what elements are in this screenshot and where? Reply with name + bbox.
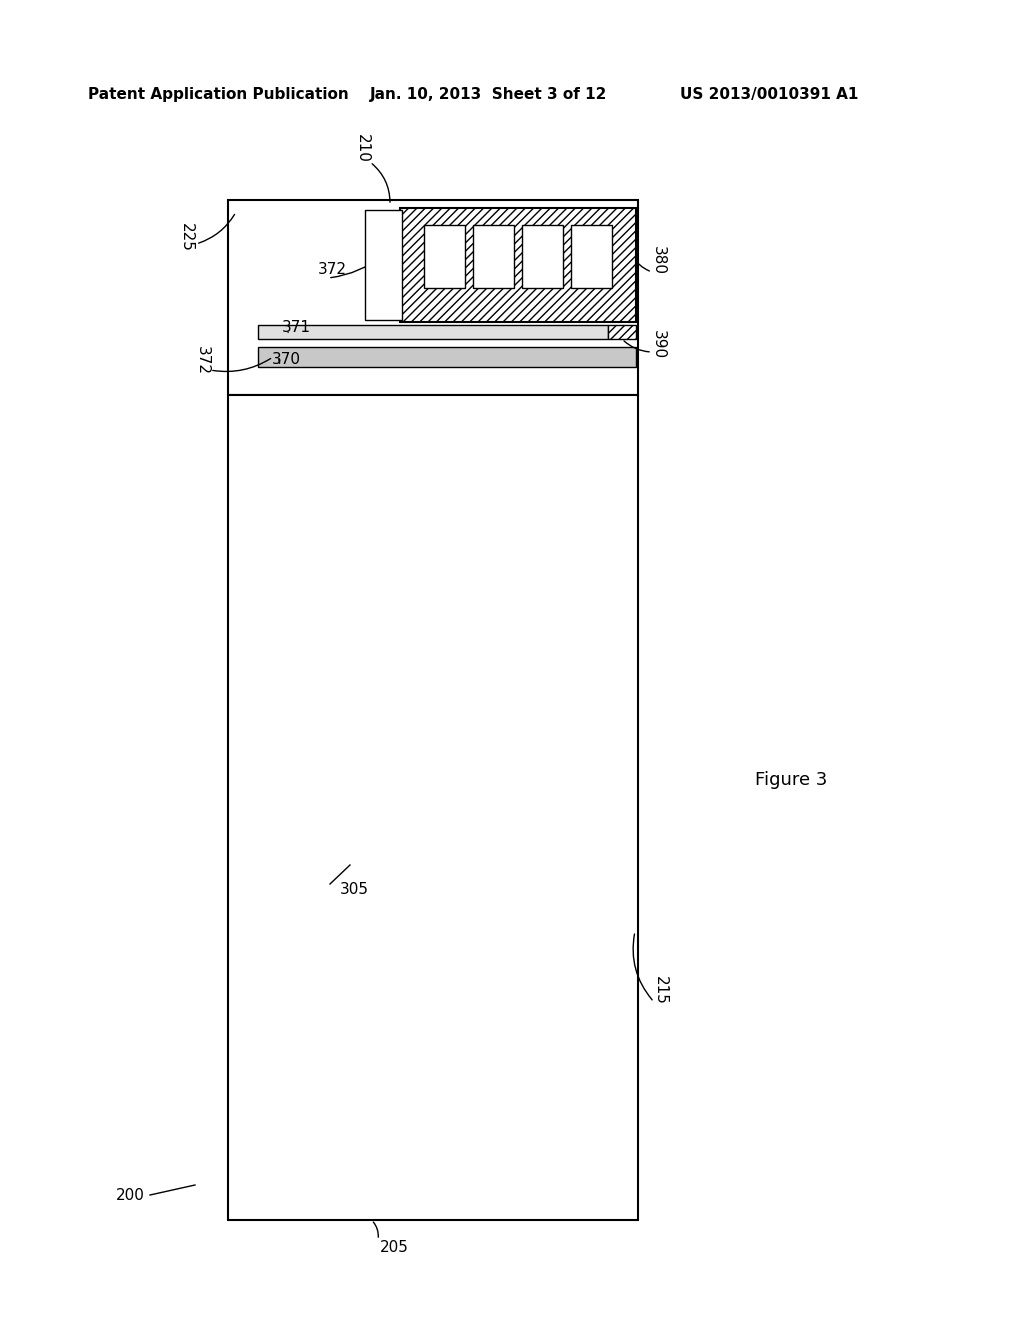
Bar — [258, 347, 636, 367]
Text: 205: 205 — [380, 1241, 409, 1255]
Text: Jan. 10, 2013  Sheet 3 of 12: Jan. 10, 2013 Sheet 3 of 12 — [370, 87, 607, 103]
Text: 372: 372 — [318, 263, 347, 277]
Bar — [473, 226, 514, 288]
Text: 200: 200 — [116, 1188, 145, 1203]
Text: Patent Application Publication: Patent Application Publication — [88, 87, 349, 103]
Text: 215: 215 — [652, 975, 668, 1005]
Bar — [366, 210, 402, 319]
Text: 305: 305 — [340, 883, 369, 898]
Text: 371: 371 — [282, 321, 311, 335]
Text: US 2013/0010391 A1: US 2013/0010391 A1 — [680, 87, 858, 103]
Bar — [400, 209, 636, 322]
Bar — [522, 226, 563, 288]
Text: 370: 370 — [272, 352, 301, 367]
Bar — [228, 201, 638, 395]
Text: 380: 380 — [650, 246, 666, 275]
Text: 225: 225 — [178, 223, 194, 251]
Bar — [258, 325, 608, 339]
Text: 372: 372 — [195, 346, 210, 375]
Bar — [608, 325, 636, 339]
Text: 390: 390 — [650, 330, 666, 359]
Text: Figure 3: Figure 3 — [755, 771, 827, 789]
Text: 210: 210 — [354, 133, 370, 162]
Bar — [571, 226, 612, 288]
Bar — [424, 226, 465, 288]
Bar — [228, 395, 638, 1220]
